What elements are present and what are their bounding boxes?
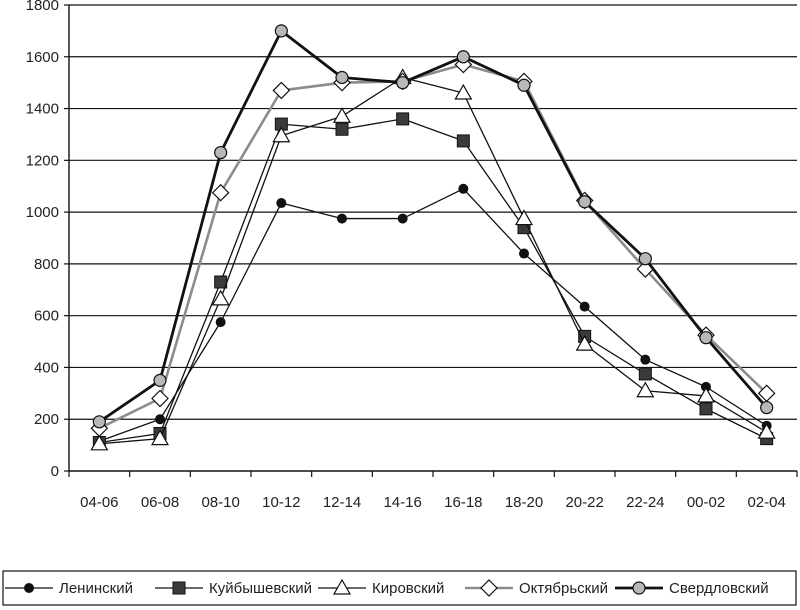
legend-label: Куйбышевский [209,580,312,597]
data-point-dot [519,248,529,259]
legend-label: Ленинский [59,580,133,597]
data-point-triangle [150,429,170,446]
data-point-circle [214,145,228,160]
data-point-circle [335,70,349,85]
legend-box [2,570,797,606]
x-tick-label: 06-08 [141,494,179,511]
data-point-circle [517,78,531,92]
data-point-triangle [211,289,230,306]
data-point-diamond [480,579,498,597]
y-tick-label: 400 [34,359,59,376]
x-tick-label: 10-12 [262,494,300,511]
data-point-dot [155,414,165,425]
y-tick-label: 1200 [26,152,59,169]
data-point-dot [640,354,651,365]
data-point-dot [24,583,34,593]
y-tick-label: 1400 [26,101,59,118]
data-point-dot [397,213,408,224]
data-point-triangle [636,381,655,398]
y-tick-label: 0 [51,463,59,480]
data-point-circle [632,581,646,595]
data-point-square [456,134,470,148]
series-2 [90,68,776,451]
data-point-triangle [514,209,534,226]
y-tick-label: 200 [34,411,59,428]
y-axis: 0 200 400 600 800 1000 1200 1400 1600 1800 [26,0,70,480]
data-point-diamond [151,389,169,408]
legend-label: Октябрьский [519,580,608,597]
series-0 [94,183,772,447]
data-point-dot [215,317,226,328]
y-tick-label: 600 [34,308,59,325]
series-line [99,188,768,442]
data-point-circle [396,76,410,90]
y-tick-label: 1600 [26,49,59,66]
data-point-square [699,402,713,416]
x-tick-label: 18-20 [505,494,543,511]
data-point-triangle [696,386,716,403]
data-point-triangle [575,334,594,351]
series-line [98,63,768,430]
x-tick-label: 04-06 [80,494,118,511]
series-3 [90,55,776,438]
data-point-circle [699,331,713,345]
data-point-triangle [454,83,473,100]
data-point-square [396,112,410,126]
data-point-square [335,122,349,136]
data-point-circle [578,195,592,209]
data-point-circle [92,415,106,429]
y-tick-label: 1000 [26,204,59,221]
legend-item: Октябрьский [465,579,608,597]
legend: Ленинский Куйбышевский Кировский Октябрьски… [2,570,797,606]
x-tick-label: 14-16 [383,494,421,511]
y-tick-label: 1800 [26,0,59,14]
x-tick-label: 02-04 [747,494,785,511]
series-line [99,118,767,444]
data-point-dot [458,183,469,194]
data-point-circle [638,252,652,266]
legend-item: Ленинский [5,580,133,597]
data-point-circle [153,373,167,387]
x-tick-label: 00-02 [687,494,725,511]
data-point-dot [337,213,347,224]
data-point-triangle [90,434,109,451]
data-point-triangle [332,107,352,123]
x-tick-label: 16-18 [444,494,482,511]
legend-item: Куйбышевский [155,580,312,597]
series-4 [92,24,774,429]
x-tick-label: 12-14 [323,494,361,511]
data-point-dot [579,301,590,312]
x-tick-label: 22-24 [626,494,664,511]
gridlines [69,4,797,420]
x-tick-label: 08-10 [201,494,239,511]
data-point-circle [274,24,288,38]
series-group [90,24,776,451]
legend-item: Свердловский [615,580,769,597]
data-point-triangle [272,126,291,143]
x-axis: 04-06 06-08 08-10 10-12 12-14 14-16 16-18 18-20… [68,470,798,511]
legend-label: Свердловский [669,580,769,597]
data-point-circle [456,50,470,64]
legend-label: Кировский [372,580,444,597]
data-point-triangle [332,578,352,595]
data-point-dot [276,198,287,209]
data-point-square [172,581,186,595]
series-line [98,29,768,423]
data-point-triangle [757,422,776,439]
data-point-square [638,367,652,381]
series-line [99,76,768,445]
data-point-circle [760,400,774,415]
data-point-diamond [272,81,291,100]
legend-item: Кировский [318,578,444,597]
x-tick-label: 20-22 [565,494,603,511]
y-tick-label: 800 [34,256,59,273]
data-point-diamond [211,183,230,202]
